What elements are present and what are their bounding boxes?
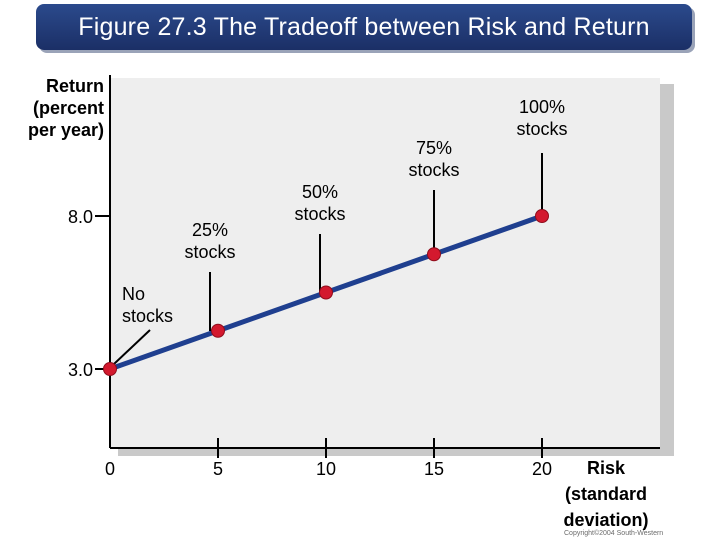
x-tick-label-line: 10	[316, 459, 336, 479]
x-tick-label-line: 20	[532, 459, 552, 479]
y-axis-label-line: Return	[46, 76, 104, 96]
title-bar: Figure 27.3 The Tradeoff between Risk an…	[36, 4, 692, 50]
y-axis-label-line: (percent	[33, 98, 104, 118]
y-axis-label: Return (percent per year)	[28, 76, 104, 140]
point-label-line: 100%	[519, 97, 565, 117]
point-label-line: stocks	[516, 119, 567, 139]
data-point-marker	[535, 209, 549, 223]
x-axis-label-line: deviation)	[563, 510, 648, 530]
x-tick-label: 0	[105, 459, 115, 479]
x-axis-label-line: Risk	[587, 458, 626, 478]
annotation-leader	[113, 329, 151, 365]
data-point-marker	[211, 323, 225, 338]
y-tick-label-line: 3.0	[68, 360, 93, 380]
x-axis-label: Risk (standard deviation)	[563, 458, 648, 530]
y-tick-label: 8.0	[68, 207, 93, 227]
x-tick-label-line: 0	[105, 459, 115, 479]
x-tick-label: 15	[424, 459, 444, 479]
point-label: 50% stocks	[294, 182, 345, 224]
x-axis-label-line: (standard	[565, 484, 647, 504]
y-axis-label-line: per year)	[28, 120, 104, 140]
point-label-line: 75%	[416, 138, 452, 158]
point-label-line: 25%	[192, 220, 228, 240]
data-point-marker	[427, 247, 441, 262]
x-tick-label: 5	[213, 459, 223, 479]
point-label: 100% stocks	[516, 97, 567, 139]
point-label-line: stocks	[122, 306, 173, 326]
plot-panel	[110, 78, 660, 448]
point-label: 75% stocks	[408, 138, 459, 180]
x-tick-label-line: 15	[424, 459, 444, 479]
copyright-notice: Copyright©2004 South-Western	[564, 530, 664, 537]
data-point-marker	[103, 362, 117, 376]
page-title: Figure 27.3 The Tradeoff between Risk an…	[78, 12, 650, 41]
x-tick-label-line: 5	[213, 459, 223, 479]
y-tick-label: 3.0	[68, 360, 93, 380]
point-label-line: No	[122, 284, 145, 304]
point-label-line: 50%	[302, 182, 338, 202]
point-label-line: stocks	[294, 204, 345, 224]
x-tick-label: 10	[316, 459, 336, 479]
y-tick-label-line: 8.0	[68, 207, 93, 227]
point-label: No stocks	[122, 284, 173, 326]
point-label: 25% stocks	[184, 220, 235, 262]
data-point-marker	[319, 285, 333, 300]
point-label-line: stocks	[408, 160, 459, 180]
x-tick-label: 20	[532, 459, 552, 479]
point-label-line: stocks	[184, 242, 235, 262]
